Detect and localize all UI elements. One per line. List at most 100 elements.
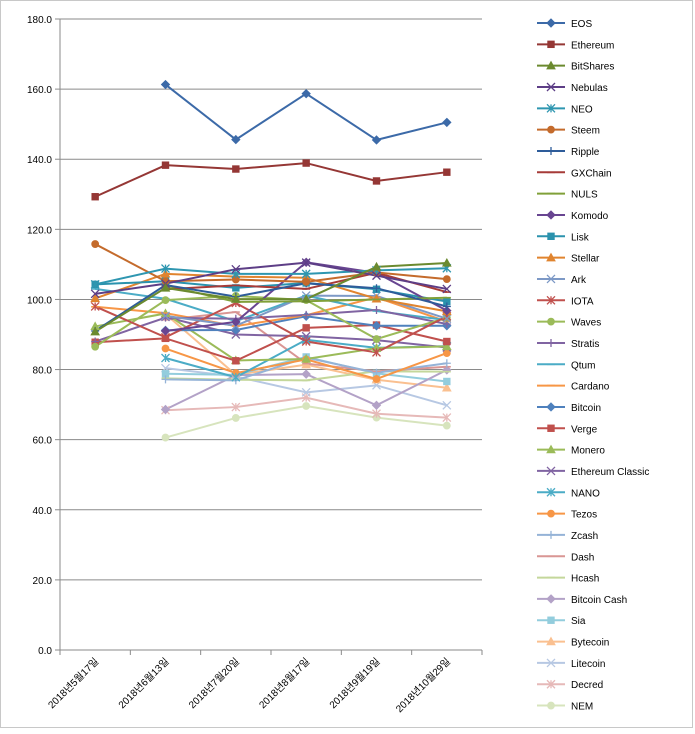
data-point — [442, 305, 452, 316]
legend-marker — [547, 424, 555, 432]
legend-label: Hcash — [571, 574, 599, 585]
legend-label: NEM — [571, 702, 593, 713]
data-point — [371, 135, 382, 145]
series-marker-group — [90, 298, 452, 357]
data-point — [371, 261, 382, 271]
data-point — [91, 193, 99, 201]
legend-label: Qtum — [571, 360, 595, 371]
legend-item: Ethereum — [537, 40, 614, 51]
x-tick-labels: 2018년5월17일 2018년6월13일 2018년7월20일 2018년8월17일… — [46, 656, 453, 715]
legend-item: Ethereum Classic — [537, 466, 649, 478]
legend-marker — [546, 210, 556, 220]
legend-label: Steem — [571, 126, 600, 137]
legend-marker — [547, 616, 555, 624]
legend-item: Nebulas — [537, 82, 608, 94]
legend-item: Monero — [537, 444, 605, 457]
legend-label: EOS — [571, 19, 592, 30]
series-line — [95, 261, 448, 295]
data-point — [301, 337, 311, 346]
legend-item: Steem — [537, 126, 600, 137]
series-line — [94, 308, 448, 343]
data-point — [442, 284, 452, 294]
legend-marker — [546, 18, 556, 28]
series-line-group — [95, 324, 448, 362]
legend-marker — [547, 509, 555, 518]
legend-item: NEO — [537, 103, 593, 115]
legend-label: Nebulas — [571, 83, 608, 94]
y-tick-label: 80.0 — [33, 366, 53, 377]
series-line-group — [94, 312, 447, 362]
data-point — [301, 369, 311, 379]
data-point — [442, 314, 452, 324]
data-point — [302, 278, 311, 286]
data-point — [371, 321, 382, 331]
series-line-group — [95, 261, 448, 295]
data-point — [442, 275, 451, 284]
series-line-group — [94, 272, 448, 313]
y-tick-label: 0.0 — [38, 646, 52, 657]
series-line-group — [94, 162, 447, 198]
data-point — [301, 387, 311, 397]
legend-item: Hcash — [537, 574, 599, 585]
y-tick-label: 160.0 — [27, 85, 52, 96]
legend-item: Stratis — [537, 338, 599, 350]
legend-label: BitShares — [571, 62, 614, 73]
data-point — [372, 375, 381, 383]
legend-item: Zcash — [537, 531, 598, 542]
data-point — [160, 282, 171, 292]
data-point — [301, 258, 311, 268]
legend-item: Cardano — [537, 382, 610, 393]
legend-item: Bitcoin Cash — [537, 594, 627, 606]
series-markers — [90, 79, 452, 442]
legend-item: Komodo — [537, 210, 609, 222]
data-point — [441, 341, 452, 351]
series-line — [94, 261, 447, 333]
y-tick-label: 180.0 — [27, 15, 52, 26]
legend-label: Tezos — [571, 510, 597, 521]
data-point — [371, 400, 382, 411]
legend-item: Bitcoin — [537, 402, 601, 414]
legend-item: Qtum — [537, 360, 595, 371]
data-point — [372, 177, 381, 185]
legend-label: Decred — [571, 680, 603, 691]
series-line-group — [94, 267, 447, 286]
x-tick-label: 2018년10월29일 — [393, 656, 452, 715]
x-tick-label: 2018년5월17일 — [46, 656, 102, 712]
legend-marker — [547, 40, 555, 49]
legend-item: NANO — [537, 487, 600, 499]
series-marker-group — [160, 79, 452, 145]
series-line-group — [94, 294, 448, 348]
series-line-group — [94, 301, 448, 354]
legend-label: NULS — [571, 190, 598, 201]
data-point — [372, 347, 381, 357]
data-point — [442, 413, 452, 423]
y-tick-label: 140.0 — [27, 155, 52, 166]
data-point — [231, 325, 241, 335]
y-tick-label: 100.0 — [27, 295, 52, 306]
legend-label: Dash — [571, 552, 594, 563]
legend-label: NEO — [571, 104, 593, 115]
legend-marker — [547, 530, 555, 539]
series-line — [94, 162, 447, 198]
data-point — [90, 289, 100, 299]
legend-label: Bytecoin — [571, 638, 609, 649]
legend-item: NULS — [537, 190, 598, 201]
legend-item: Sia — [537, 616, 586, 627]
data-point — [90, 279, 100, 289]
data-point — [443, 168, 451, 176]
data-point — [161, 375, 170, 384]
y-tick-label: 60.0 — [33, 436, 53, 447]
data-point — [161, 344, 170, 353]
legend-label: Ripple — [571, 147, 600, 158]
legend-label: Zcash — [571, 531, 598, 542]
data-point — [372, 335, 381, 343]
series-marker-group — [90, 257, 452, 336]
series-line — [94, 272, 448, 313]
legend-marker — [546, 487, 556, 497]
legend-label: Ethereum — [571, 40, 614, 51]
legend-item: IOTA — [537, 295, 594, 307]
legend-marker — [546, 60, 556, 70]
legend-item: Waves — [537, 318, 601, 329]
series-line-group — [94, 243, 447, 283]
legend-label: Stellar — [571, 254, 600, 265]
